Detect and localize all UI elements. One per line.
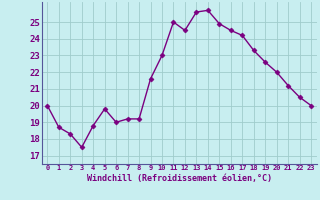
X-axis label: Windchill (Refroidissement éolien,°C): Windchill (Refroidissement éolien,°C) (87, 174, 272, 183)
